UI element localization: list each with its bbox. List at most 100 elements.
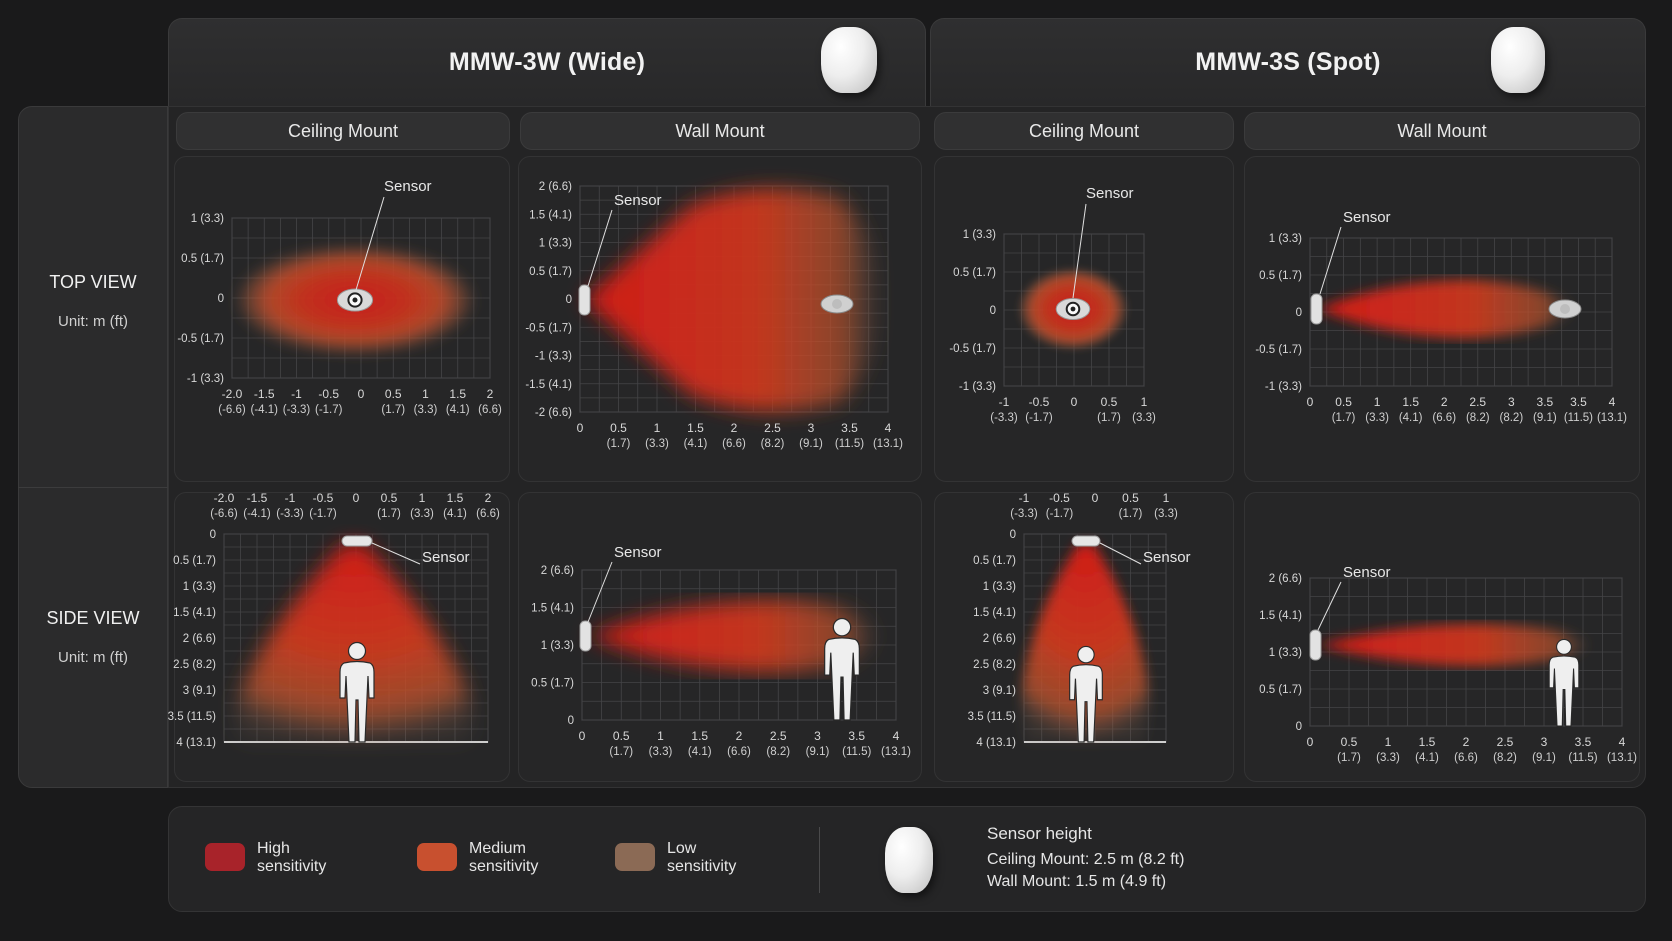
person-head (347, 641, 367, 661)
person-head (1077, 645, 1095, 664)
x-tick-label: (9.1) (806, 746, 830, 758)
sensor-top-lens (1560, 304, 1570, 314)
y-tick-label: 1.5 (4.1) (1259, 610, 1302, 622)
x-tick-label: (3.3) (410, 508, 434, 520)
y-tick-label: 0.5 (1.7) (531, 678, 574, 690)
x-tick-label: (4.1) (1415, 752, 1439, 764)
legend-line: sensitivity (257, 858, 327, 875)
x-tick-label: (8.2) (1493, 752, 1517, 764)
x-tick-label: (-3.3) (276, 508, 304, 520)
x-tick-label: 1.5 (1419, 735, 1436, 749)
x-tick-label: 2 (1441, 395, 1448, 409)
x-tick-label: (11.5) (1568, 752, 1597, 764)
side-view-label: SIDE VIEW Unit: m (ft) (18, 608, 168, 666)
sensor-top-lens (832, 299, 842, 309)
x-tick-label: (-6.6) (218, 404, 246, 416)
x-tick-label: 0.5 (1101, 395, 1118, 409)
y-tick-label: -1 (3.3) (959, 381, 996, 393)
mount-label: Wall Mount (1397, 120, 1487, 141)
y-tick-label: 2 (6.6) (183, 633, 216, 645)
x-tick-label: (11.5) (1564, 412, 1593, 424)
sensor-wall-icon (578, 284, 591, 316)
y-tick-label: 0 (210, 529, 216, 541)
x-tick-label: (11.5) (835, 438, 864, 450)
y-tick-label: 3.5 (11.5) (168, 711, 217, 723)
x-tick-label: (1.7) (609, 746, 633, 758)
y-tick-label: 3.5 (11.5) (968, 711, 1017, 723)
x-tick-label: (8.2) (1500, 412, 1524, 424)
x-tick-label: (1.7) (1332, 412, 1356, 424)
x-tick-label: (1.7) (1337, 752, 1361, 764)
y-tick-label: 1 (3.3) (541, 640, 574, 652)
x-tick-label: (3.3) (649, 746, 673, 758)
legend-label-high: High sensitivity (257, 840, 326, 876)
y-tick-label: 2 (6.6) (1269, 573, 1302, 585)
x-tick-label: 2 (731, 421, 738, 435)
y-tick-label: 1 (3.3) (539, 238, 572, 250)
x-tick-label: -1.5 (247, 491, 268, 505)
x-tick-label: -1.5 (254, 387, 275, 401)
y-tick-label: 0.5 (1.7) (181, 253, 224, 265)
sensor-height-title: Sensor height (987, 824, 1092, 843)
x-tick-label: (4.1) (1399, 412, 1423, 424)
sensor-device-icon (1491, 27, 1545, 93)
x-tick-label: (1.7) (607, 438, 631, 450)
legend-label-low: Low sensitivity (667, 840, 736, 876)
y-tick-label: -2 (6.6) (535, 407, 572, 419)
legend-swatch-high (205, 843, 245, 871)
x-tick-label: -2.0 (214, 491, 235, 505)
x-tick-label: 3 (1541, 735, 1548, 749)
x-tick-label: 2.5 (770, 729, 787, 743)
y-tick-label: 1 (3.3) (1269, 233, 1302, 245)
person-head (832, 617, 852, 637)
y-tick-label: 0 (990, 305, 996, 317)
sensor-callout-line (587, 561, 613, 623)
y-tick-label: -0.5 (1.7) (1255, 344, 1302, 356)
x-tick-label: 2.5 (1469, 395, 1486, 409)
x-tick-label: (4.1) (684, 438, 708, 450)
sensor-wall-icon (579, 620, 592, 652)
x-tick-label: 0 (1307, 735, 1314, 749)
x-tick-label: 1 (419, 491, 426, 505)
y-tick-label: 0 (566, 294, 572, 306)
x-tick-label: (-3.3) (990, 412, 1018, 424)
y-tick-label: 0 (1296, 721, 1302, 733)
person-icon (339, 641, 375, 743)
y-tick-label: 0 (1010, 529, 1016, 541)
y-tick-label: 1 (3.3) (983, 581, 1016, 593)
x-tick-label: 3 (1508, 395, 1515, 409)
x-tick-label: 0 (1071, 395, 1078, 409)
x-tick-label: (11.5) (842, 746, 871, 758)
x-tick-label: 2 (1463, 735, 1470, 749)
side-view-title: SIDE VIEW (46, 608, 140, 628)
y-tick-label: 2.5 (8.2) (173, 659, 216, 671)
x-tick-label: (-6.6) (210, 508, 238, 520)
sensor-callout-line (587, 209, 613, 287)
x-tick-label: 1 (422, 387, 429, 401)
sensor-callout-label: Sensor (614, 544, 662, 561)
x-tick-label: (6.6) (727, 746, 751, 758)
mount-label: Ceiling Mount (287, 120, 399, 141)
x-tick-label: (-4.1) (243, 508, 271, 520)
y-tick-label: -1.5 (4.1) (525, 379, 572, 391)
legend: High sensitivity Medium sensitivity Low sen… (168, 806, 1646, 912)
mount-label: Ceiling Mount (1028, 120, 1140, 141)
x-tick-label: 1 (1374, 395, 1381, 409)
y-tick-label: -0.5 (1.7) (177, 333, 224, 345)
sensor-callout-label: Sensor (1143, 549, 1191, 566)
x-tick-label: (13.1) (881, 746, 911, 758)
x-tick-label: (6.6) (1454, 752, 1478, 764)
view-divider (18, 487, 168, 488)
x-tick-label: 2.5 (1497, 735, 1514, 749)
mount-tab-wide-ceiling: Ceiling Mount (176, 112, 510, 150)
x-tick-label: 0.5 (381, 491, 398, 505)
product-header-spot: MMW-3S (Spot) (930, 18, 1646, 106)
y-tick-label: 0 (1296, 307, 1302, 319)
sensor-height-ceiling: Ceiling Mount: 2.5 m (8.2 ft) (987, 851, 1185, 868)
coverage-zone (1318, 280, 1575, 338)
person-body (824, 637, 860, 721)
x-tick-label: 2 (736, 729, 743, 743)
x-tick-label: (4.1) (446, 404, 470, 416)
x-tick-label: (8.2) (761, 438, 785, 450)
x-tick-label: 4 (893, 729, 900, 743)
